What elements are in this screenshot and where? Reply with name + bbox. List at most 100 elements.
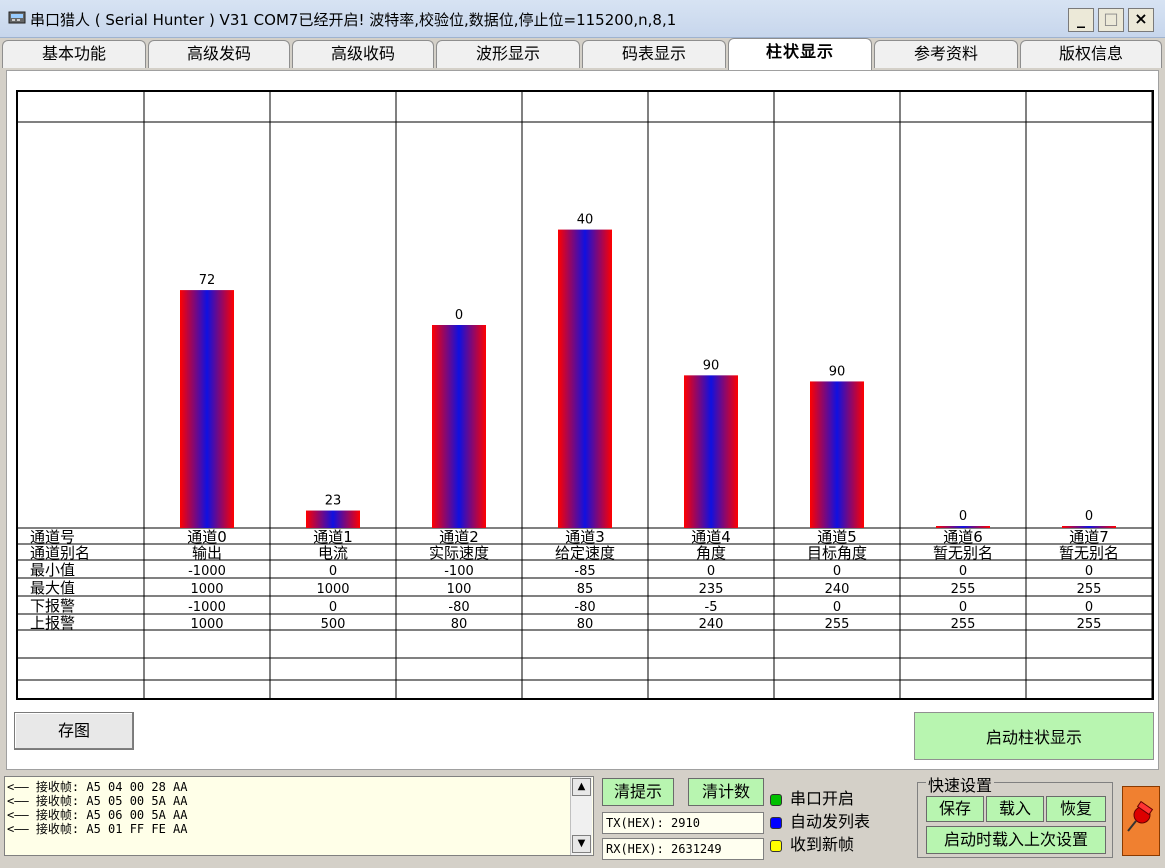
table-cell: 电流 [318, 544, 348, 562]
table-cell: 255 [1077, 582, 1102, 597]
bar-value-label: 23 [325, 494, 342, 509]
table-cell: 0 [1085, 600, 1093, 615]
row-label: 通道号 [30, 528, 75, 546]
table-cell: 255 [825, 617, 850, 632]
tab-advanced-send[interactable]: 高级发码 [148, 40, 290, 68]
table-cell: -100 [444, 564, 474, 579]
table-cell: 85 [577, 582, 594, 597]
table-cell: 240 [825, 582, 850, 597]
clear-tips-button[interactable]: 清提示 [602, 778, 674, 806]
bar-value-label: 90 [703, 358, 720, 373]
save-settings-button[interactable]: 保存 [926, 796, 984, 822]
pushpin-icon[interactable] [1122, 786, 1160, 856]
bar-value-label: 0 [1085, 509, 1093, 524]
table-cell: -5 [705, 600, 718, 615]
scroll-down-icon[interactable]: ▼ [572, 835, 591, 853]
row-label: 上报警 [30, 614, 75, 632]
table-cell: 通道6 [943, 528, 983, 546]
log-line: <—— 接收帧: A5 06 00 5A AA [7, 808, 188, 822]
bar-value-label: 0 [455, 308, 463, 323]
blue-led-icon [770, 816, 782, 829]
log-scrollbar[interactable]: ▲ ▼ [570, 777, 592, 855]
table-cell: 0 [329, 564, 337, 579]
start-bar-display-button[interactable]: 启动柱状显示 [914, 712, 1154, 760]
table-cell: 通道5 [817, 528, 857, 546]
table-cell: 255 [951, 617, 976, 632]
bar-value-label: 90 [829, 364, 846, 379]
close-button[interactable]: × [1128, 8, 1154, 32]
row-label: 下报警 [30, 597, 75, 615]
tab-bar-display[interactable]: 柱状显示 [728, 38, 872, 70]
table-cell: 0 [959, 600, 967, 615]
table-cell: 通道3 [565, 528, 605, 546]
table-cell: 80 [451, 617, 468, 632]
table-cell: 0 [329, 600, 337, 615]
row-label: 最小值 [30, 561, 75, 579]
tab-waveform[interactable]: 波形显示 [436, 40, 580, 68]
bar-6 [936, 526, 990, 528]
table-cell: 1000 [190, 617, 223, 632]
serial-port-icon [8, 11, 26, 24]
bar-1 [306, 510, 360, 528]
table-cell: 1000 [316, 582, 349, 597]
yellow-led-icon [770, 839, 782, 852]
receive-log[interactable]: <—— 接收帧: A5 04 00 28 AA <—— 接收帧: A5 05 0… [4, 776, 594, 856]
table-cell: -1000 [188, 564, 226, 579]
table-cell: 240 [699, 617, 724, 632]
row-label: 最大值 [30, 579, 75, 597]
title-bar: 串口猎人 ( Serial Hunter ) V31 COM7已经开启! 波特率… [0, 0, 1165, 38]
tab-copyright[interactable]: 版权信息 [1020, 40, 1162, 68]
green-led-icon [770, 793, 782, 806]
tab-basic[interactable]: 基本功能 [2, 40, 146, 68]
load-last-settings-button[interactable]: 启动时载入上次设置 [926, 826, 1106, 854]
restore-settings-button[interactable]: 恢复 [1046, 796, 1106, 822]
maximize-button[interactable]: □ [1098, 8, 1124, 32]
bar-4 [684, 375, 738, 528]
table-cell: 角度 [696, 544, 726, 562]
table-cell: 暂无别名 [1059, 544, 1119, 562]
log-line: <—— 接收帧: A5 04 00 28 AA [7, 780, 188, 794]
table-cell: -80 [448, 600, 469, 615]
table-cell: 通道4 [691, 528, 731, 546]
table-cell: 0 [959, 564, 967, 579]
table-cell: 500 [321, 617, 346, 632]
table-cell: 通道2 [439, 528, 479, 546]
table-cell: 目标角度 [807, 544, 867, 562]
row-label: 通道别名 [30, 544, 90, 562]
scroll-up-icon[interactable]: ▲ [572, 778, 591, 796]
minimize-button[interactable]: _ [1068, 8, 1094, 32]
save-image-button[interactable]: 存图 [14, 712, 134, 750]
table-cell: 实际速度 [429, 544, 489, 562]
table-cell: 0 [833, 600, 841, 615]
log-line: <—— 接收帧: A5 05 00 5A AA [7, 794, 188, 808]
table-cell: -85 [574, 564, 595, 579]
tab-reference[interactable]: 参考资料 [874, 40, 1018, 68]
bar-5 [810, 381, 864, 528]
table-cell: 0 [1085, 564, 1093, 579]
table-cell: -80 [574, 600, 595, 615]
table-cell: 通道0 [187, 528, 227, 546]
tab-strip: 基本功能 高级发码 高级收码 波形显示 码表显示 柱状显示 参考资料 版权信息 [0, 38, 1165, 70]
window-title: 串口猎人 ( Serial Hunter ) V31 COM7已经开启! 波特率… [30, 11, 677, 29]
clear-count-button[interactable]: 清计数 [688, 778, 764, 806]
tab-code-table[interactable]: 码表显示 [582, 40, 726, 68]
status-serial-open: 串口开启 [770, 785, 854, 809]
tab-advanced-receive[interactable]: 高级收码 [292, 40, 434, 68]
bar-0 [180, 290, 234, 528]
table-cell: 255 [951, 582, 976, 597]
bar-value-label: 0 [959, 509, 967, 524]
bar-3 [558, 229, 612, 528]
rx-counter: RX(HEX): 2631249 [602, 838, 764, 860]
quick-settings-title: 快速设置 [926, 772, 995, 796]
table-cell: 0 [707, 564, 715, 579]
load-settings-button[interactable]: 载入 [986, 796, 1044, 822]
table-cell: 255 [1077, 617, 1102, 632]
table-cell: 1000 [190, 582, 223, 597]
log-line: <—— 接收帧: A5 01 FF FE AA [7, 822, 188, 836]
table-cell: -1000 [188, 600, 226, 615]
table-cell: 100 [447, 582, 472, 597]
table-cell: 0 [833, 564, 841, 579]
status-auto-send: 自动发列表 [770, 808, 870, 832]
bar-value-label: 72 [199, 273, 216, 288]
